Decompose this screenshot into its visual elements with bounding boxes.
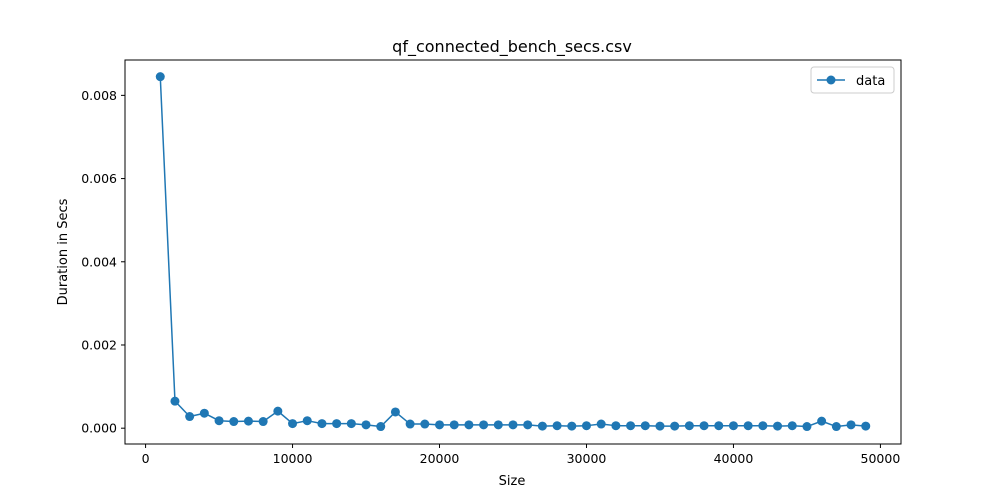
data-point (787, 421, 797, 431)
data-point (405, 419, 415, 429)
plot-frame (124, 59, 902, 445)
data-point (552, 421, 562, 431)
legend: data (810, 66, 895, 94)
x-tick-label: 50000 (861, 451, 901, 466)
x-tick-label: 10000 (273, 451, 313, 466)
legend-marker-swatch (826, 75, 836, 85)
data-point (699, 421, 709, 431)
data-point (435, 420, 445, 430)
data-point (846, 420, 856, 430)
data-point (376, 422, 386, 432)
data-point (773, 421, 783, 431)
data-point (567, 421, 577, 431)
data-point (817, 416, 827, 426)
x-axis: 0 10000 20000 30000 40000 50000 (142, 444, 901, 466)
data-point (508, 420, 518, 430)
y-tick-label: 0.008 (81, 88, 117, 103)
data-point (346, 419, 356, 429)
data-point (537, 421, 547, 431)
legend-box (810, 66, 895, 94)
data-point (199, 408, 209, 418)
data-point (464, 420, 474, 430)
data-point (332, 419, 342, 429)
data-point (596, 419, 606, 429)
data-point (626, 421, 636, 431)
data-point (449, 420, 459, 430)
data-point (288, 419, 298, 429)
data-point (640, 421, 650, 431)
data-point (758, 421, 768, 431)
data-point (420, 419, 430, 429)
y-axis: 0.000 0.002 0.004 0.006 0.008 (81, 88, 125, 436)
data-point (258, 417, 268, 427)
x-tick-label: 0 (142, 451, 150, 466)
data-point (670, 421, 680, 431)
data-point (273, 406, 283, 416)
data-point (728, 421, 738, 431)
data-point (714, 421, 724, 431)
data-point (611, 421, 621, 431)
data-point (861, 421, 871, 431)
data-point (493, 420, 503, 430)
data-point (155, 72, 165, 82)
y-axis-label: Duration in Secs (56, 198, 71, 305)
data-point (684, 421, 694, 431)
y-tick-label: 0.000 (81, 421, 117, 436)
x-tick-label: 40000 (714, 451, 754, 466)
data-point (361, 420, 371, 430)
data-point (170, 396, 180, 406)
data-point (831, 422, 841, 432)
x-tick-label: 20000 (420, 451, 460, 466)
y-tick-label: 0.002 (81, 337, 117, 352)
chart-title: qf_connected_bench_secs.csv (392, 37, 632, 57)
plot-series (155, 72, 871, 432)
data-point (302, 416, 312, 426)
data-point (802, 422, 812, 432)
series-line (159, 76, 866, 428)
data-point (479, 420, 489, 430)
data-point (214, 416, 224, 426)
data-point (390, 407, 400, 417)
data-point (185, 412, 195, 422)
data-point (229, 417, 239, 427)
y-tick-label: 0.004 (81, 254, 117, 269)
data-point (243, 416, 253, 426)
y-tick-label: 0.006 (81, 171, 117, 186)
data-point (317, 419, 327, 429)
data-point (523, 420, 533, 430)
data-point (743, 421, 753, 431)
data-point (581, 421, 591, 431)
data-point (655, 421, 665, 431)
legend-label: data (856, 74, 885, 89)
x-tick-label: 30000 (567, 451, 607, 466)
x-axis-label: Size (499, 474, 526, 489)
